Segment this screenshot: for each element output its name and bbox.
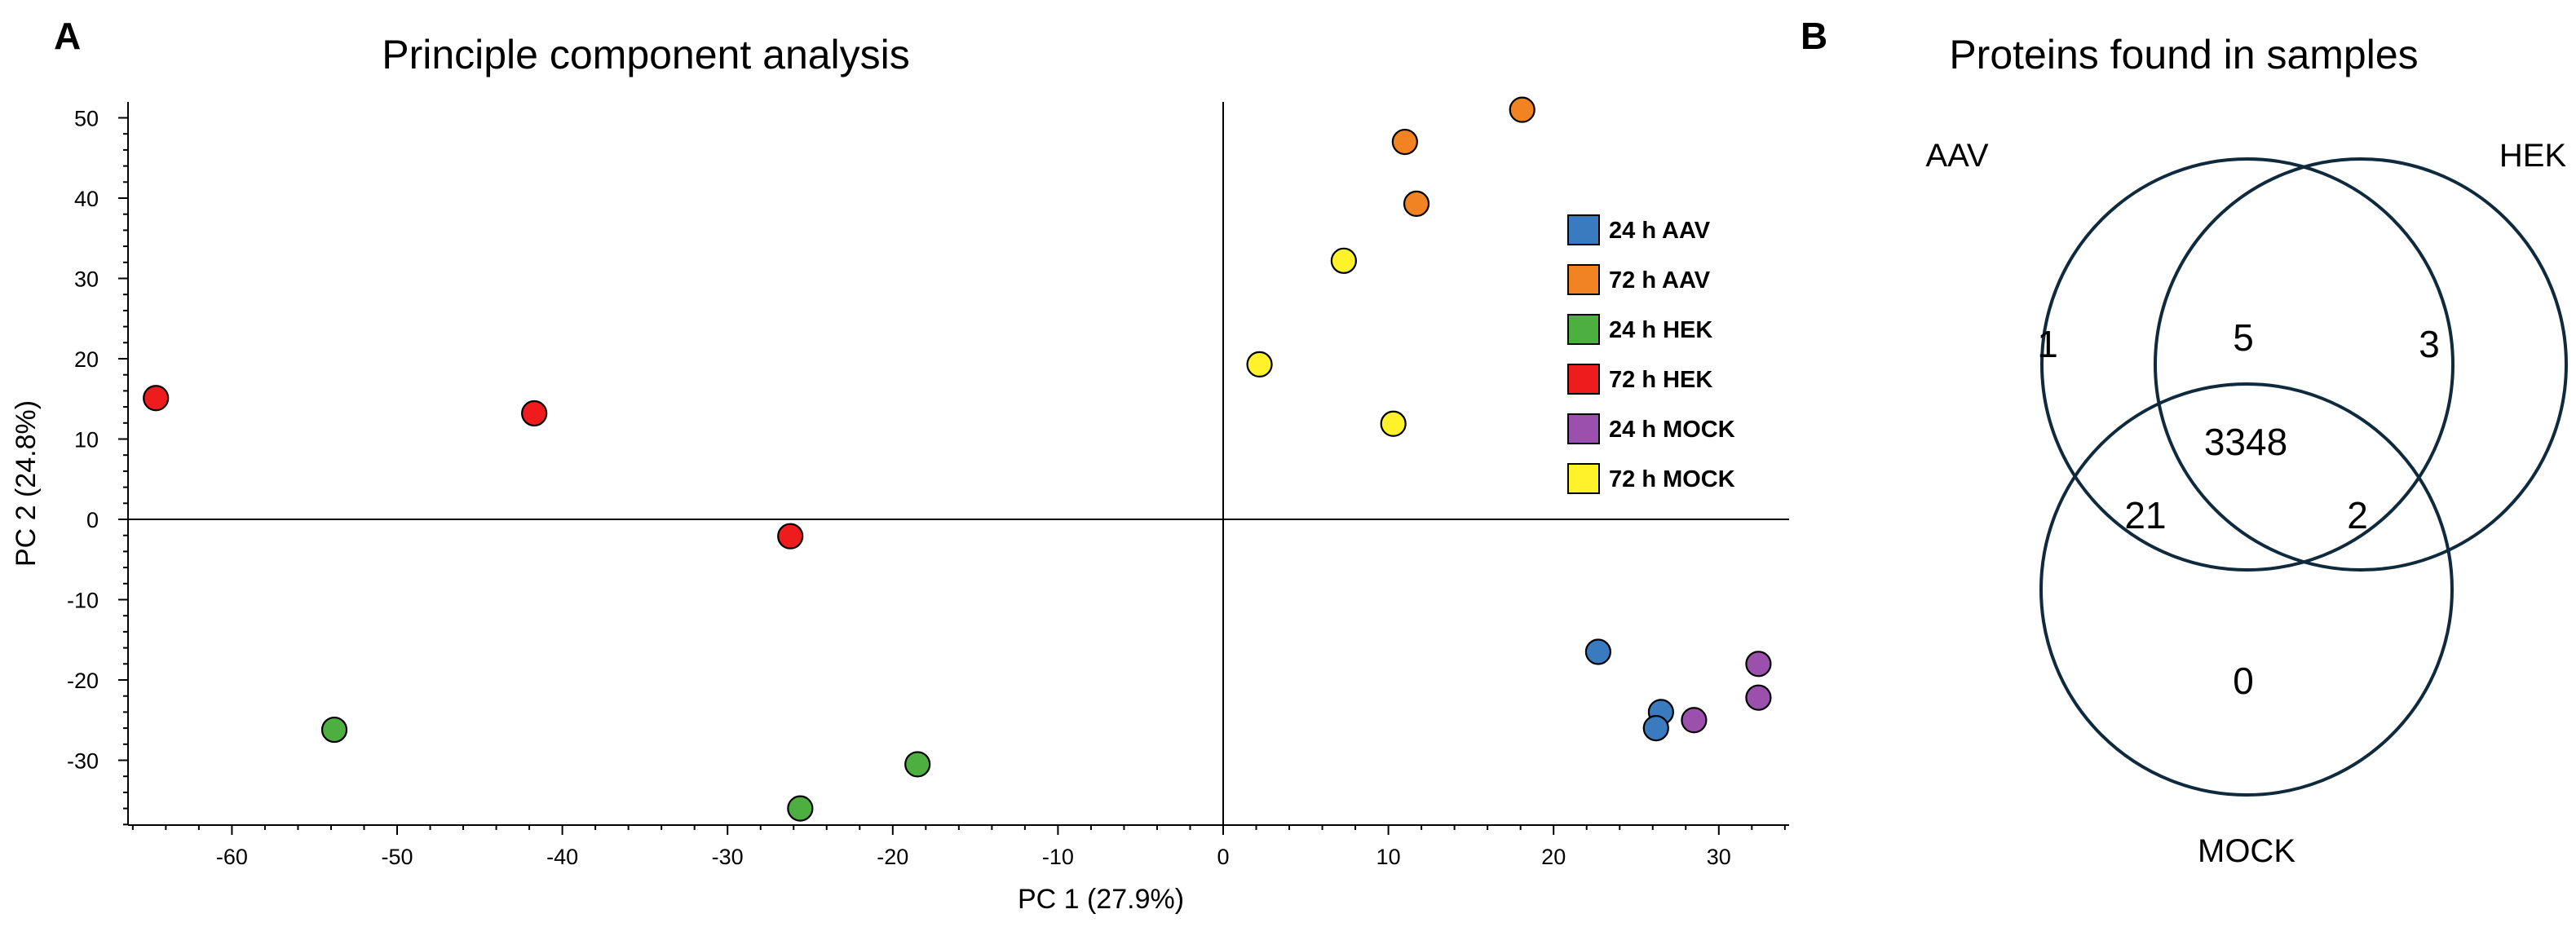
x-tick-label: 10	[1376, 845, 1401, 869]
data-point-24-h-hek	[904, 751, 931, 778]
legend-swatch-24-h-mock	[1567, 413, 1600, 444]
x-tick-label: -10	[1042, 845, 1074, 869]
legend-swatch-72-h-hek	[1567, 364, 1600, 395]
legend-swatch-72-h-aav	[1567, 264, 1600, 295]
venn-circle-hek	[2154, 157, 2568, 572]
data-point-72-h-hek	[777, 523, 804, 550]
x-tick-label: 20	[1541, 845, 1566, 869]
data-point-72-h-hek	[521, 399, 548, 427]
y-tick-label: 40	[74, 187, 99, 211]
x-tick-label: -60	[216, 845, 248, 869]
x-tick-label: 0	[1217, 845, 1229, 869]
data-points	[143, 96, 1772, 822]
venn-count-aav-hek: 5	[2233, 316, 2254, 359]
data-point-24-h-hek	[320, 716, 348, 744]
data-point-24-h-mock	[1745, 684, 1772, 711]
legend-label-72-h-aav: 72 h AAV	[1609, 267, 1711, 294]
panel-letter-a: A	[54, 15, 81, 57]
venn-count-mock-only: 0	[2233, 660, 2254, 702]
x-tick-label: -50	[381, 845, 413, 869]
venn-count-all-three: 3348	[2204, 421, 2287, 463]
y-tick-label: -10	[67, 589, 99, 613]
venn-circle-mock	[2039, 382, 2454, 797]
x-ticks: -60 -50 -40 -30 -20 -10 0 10 20 30	[131, 825, 1786, 869]
venn-title: Proteins found in samples	[1949, 32, 2418, 77]
panel-letter-b: B	[1801, 15, 1827, 57]
data-point-72-h-aav	[1403, 190, 1430, 217]
x-tick-label: 30	[1707, 845, 1731, 869]
x-tick-label: -40	[546, 845, 578, 869]
data-point-24-h-mock	[1681, 707, 1708, 734]
x-tick-label: -30	[712, 845, 744, 869]
y-tick-label: 10	[74, 428, 99, 452]
data-point-24-h-aav	[1642, 714, 1669, 742]
venn-count-aav-only: 1	[2037, 323, 2058, 365]
x-axis-label: PC 1 (27.9%)	[1018, 884, 1184, 915]
data-point-72-h-hek	[143, 385, 170, 412]
y-axis-label: PC 2 (24.8%)	[11, 400, 42, 567]
legend-swatch-24-h-aav	[1567, 214, 1600, 245]
venn-count-hek-only: 3	[2419, 323, 2440, 365]
y-ticks: -30 -20 -10 0 10 20 30 40 50	[67, 107, 128, 826]
legend: 24 h AAV 72 h AAV 24 h HEK 72 h HEK 24 h MOC…	[1567, 214, 1735, 494]
legend-label-72-h-mock: 72 h MOCK	[1609, 466, 1735, 492]
pca-title: Principle component analysis	[382, 32, 910, 77]
y-tick-label: 0	[86, 508, 99, 532]
y-tick-label: -20	[67, 669, 99, 693]
pca-scatter-plot: Principle component analysis -60 -50 -40 -3…	[11, 32, 1789, 915]
data-point-72-h-aav	[1391, 128, 1418, 156]
venn-diagram: Proteins found in samples AAV HEK MOCK 1…	[1925, 32, 2568, 869]
y-tick-label: 20	[74, 347, 99, 372]
data-point-24-h-hek	[787, 795, 814, 822]
legend-label-24-h-hek: 24 h HEK	[1609, 317, 1712, 343]
data-point-24-h-aav	[1584, 638, 1612, 665]
x-tick-label: -20	[877, 845, 908, 869]
data-point-72-h-aav	[1509, 96, 1535, 123]
legend-label-72-h-hek: 72 h HEK	[1609, 367, 1712, 393]
venn-set-label-mock: MOCK	[2198, 833, 2295, 869]
data-point-72-h-mock	[1330, 247, 1357, 274]
y-tick-label: 30	[74, 267, 99, 292]
venn-count-aav-mock: 21	[2124, 494, 2166, 536]
legend-label-24-h-mock: 24 h MOCK	[1609, 417, 1735, 443]
data-point-72-h-mock	[1380, 410, 1407, 437]
legend-swatch-24-h-hek	[1567, 314, 1600, 345]
y-tick-label: 50	[74, 107, 99, 131]
venn-set-label-aav: AAV	[1925, 138, 1988, 174]
venn-circle-aav	[2040, 157, 2454, 572]
legend-swatch-72-h-mock	[1567, 463, 1600, 494]
data-point-24-h-mock	[1745, 651, 1772, 678]
y-tick-label: -30	[67, 749, 99, 774]
venn-count-hek-mock: 2	[2347, 494, 2368, 536]
legend-label-24-h-aav: 24 h AAV	[1609, 218, 1711, 244]
data-point-72-h-mock	[1246, 351, 1273, 377]
venn-set-label-hek: HEK	[2499, 138, 2567, 174]
